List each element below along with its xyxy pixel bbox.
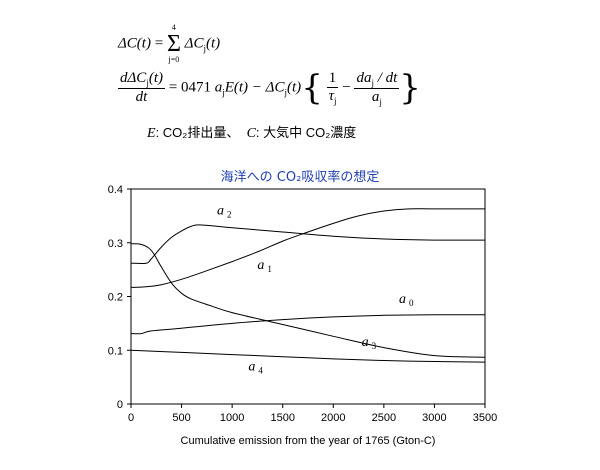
eq1-term-sub: j	[203, 43, 206, 54]
eq2-da-fraction: daj / dt aj	[354, 69, 400, 107]
note-c-symbol: C	[246, 126, 256, 141]
series-line-a3	[130, 243, 486, 358]
eq1-term-arg: (t)	[205, 35, 221, 52]
eq2-c-arg: (t)	[287, 79, 302, 96]
eq2-da-numerator: daj / dt	[354, 69, 400, 89]
eq2-a-sub: j	[222, 87, 225, 98]
eq2-da-num: da	[356, 69, 372, 86]
eq2-lhs-fraction: dΔCj(t) dt	[118, 70, 165, 106]
eq1-sum: 4 Σ j=0	[167, 24, 181, 64]
eq2-brace-close: }	[399, 68, 421, 108]
series-line-a0	[130, 314, 486, 335]
eq2-c-sub: j	[284, 87, 288, 98]
x-tick-label: 2500	[372, 412, 396, 424]
x-axis-label: Cumulative emission from the year of 176…	[181, 435, 436, 447]
symbol-note: E: CO₂排出量、 C: 大気中 CO₂濃度	[147, 122, 356, 142]
x-tick-label: 0	[128, 412, 134, 424]
y-tick-label: 0.1	[108, 345, 123, 357]
eq2-num-sub: j	[146, 78, 149, 88]
eq2-tau-fraction: 1 τj	[326, 70, 339, 106]
eq2-tau-den: τj	[327, 88, 339, 106]
series-labels: a 0 a 1 a 2 a 3 a 4	[217, 203, 414, 375]
eq2-minus: −	[342, 79, 351, 96]
eq2-a: a	[214, 79, 223, 96]
x-tick-label: 3000	[422, 412, 446, 424]
eq1-lhs: ΔC(t)	[118, 35, 151, 52]
eq2-e-term: E(t) − ΔC	[224, 79, 285, 96]
chart-title: 海洋への CO₂吸収率の想定	[220, 170, 380, 185]
x-tick-label: 3500	[473, 412, 497, 424]
note-c-text: : 大気中 CO₂濃度	[255, 125, 357, 140]
series-line-a2	[130, 224, 486, 265]
series-line-a1	[130, 208, 485, 288]
eq2-da-den: a	[371, 88, 380, 105]
eq1-sum-lower: j=0	[168, 55, 180, 64]
y-tick-label: 0.4	[108, 184, 123, 196]
eq2-one: 1	[326, 70, 339, 88]
series-line-a4	[130, 349, 486, 363]
eq2-tau: τ	[328, 88, 334, 104]
eq2-equals-coef: = 0471	[168, 79, 211, 96]
eq2-num-text: dΔC	[120, 70, 147, 86]
note-e-symbol: E	[147, 126, 156, 141]
note-e-text: : CO₂排出量、	[155, 125, 240, 140]
eq2-brace-open: {	[301, 68, 323, 108]
eq1-sum-upper: 4	[171, 23, 176, 32]
axes: 0 500 1000 1500 2000 2500 3000 3500 0 0.1 0.2 0.3 0.…	[108, 184, 498, 424]
eq1-term: ΔC	[184, 35, 204, 52]
plot-frame	[130, 188, 486, 405]
eq2-tau-sub: j	[333, 96, 337, 106]
eq2-da-denominator: aj	[354, 89, 399, 107]
eq2-num-arg: (t)	[148, 70, 163, 86]
equation-2: dΔCj(t) dt = 0471 ajE(t) − ΔCj(t){ 1 τj …	[118, 68, 421, 108]
eq2-lhs-numerator: dΔCj(t)	[118, 70, 165, 89]
x-tick-label: 500	[172, 412, 190, 424]
sigma-symbol: Σ	[166, 31, 181, 57]
y-tick-label: 0.2	[108, 292, 123, 304]
series-lines	[130, 208, 486, 363]
equation-1: ΔC(t) = 4 Σ j=0 ΔCj(t)	[118, 24, 220, 64]
x-tick-label: 1500	[270, 412, 294, 424]
x-tick-label: 2000	[321, 412, 345, 424]
eq1-equals: =	[154, 35, 164, 52]
x-tick-label: 1000	[220, 412, 244, 424]
eq2-da-sub: j	[371, 77, 374, 88]
y-tick-label: 0	[117, 399, 123, 411]
eq2-lhs-denominator: dt	[135, 89, 148, 105]
eq2-da-den-sub: j	[379, 96, 382, 107]
y-tick-label: 0.3	[108, 238, 123, 250]
eq2-da-rest: / dt	[373, 69, 398, 86]
